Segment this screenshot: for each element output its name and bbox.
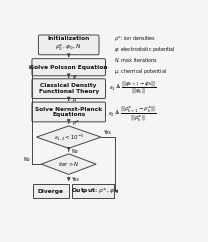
FancyBboxPatch shape: [32, 102, 105, 122]
Polygon shape: [41, 154, 96, 174]
Text: Output: $\rho^{\pm}, \varphi$: Output: $\rho^{\pm}, \varphi$: [71, 186, 115, 196]
Text: $\mu$: $\mu$: [72, 96, 77, 104]
Text: $iter > N$: $iter > N$: [58, 160, 79, 168]
Text: $\rho^{\pm}$: ion densities: $\rho^{\pm}$: ion densities: [114, 34, 156, 44]
FancyBboxPatch shape: [32, 59, 105, 76]
Text: $\varepsilon_2 \triangleq \dfrac{||\rho^{\pm}_{k+1} - \rho^{\pm}_k||}{||\rho^{\p: $\varepsilon_2 \triangleq \dfrac{||\rho^…: [108, 105, 157, 123]
Text: $\varphi$: electrostatic potential: $\varphi$: electrostatic potential: [114, 45, 175, 54]
Text: No: No: [23, 157, 30, 162]
Text: $\varepsilon_1 \triangleq \dfrac{||\varphi_{k+1} - \varphi_k||}{||\varphi_k||}$: $\varepsilon_1 \triangleq \dfrac{||\varp…: [109, 79, 156, 96]
Text: $\varphi$: $\varphi$: [72, 73, 77, 81]
Text: $N$: max iterations: $N$: max iterations: [114, 56, 158, 64]
Text: Yes: Yes: [103, 130, 110, 135]
Text: $\mu$: chemical potential: $\mu$: chemical potential: [114, 67, 167, 76]
Text: Classical Density
Functional Theory: Classical Density Functional Theory: [39, 83, 99, 94]
Text: Diverge: Diverge: [38, 189, 64, 194]
Bar: [72, 184, 114, 198]
Bar: [33, 184, 69, 198]
Text: Solve Poisson Equation: Solve Poisson Equation: [30, 65, 108, 70]
Text: Yes: Yes: [71, 177, 79, 182]
FancyBboxPatch shape: [32, 79, 105, 98]
Text: No: No: [71, 149, 78, 154]
Text: $\varepsilon_{1,2} < 10^{-5}$: $\varepsilon_{1,2} < 10^{-5}$: [53, 132, 84, 142]
Text: Initialization
$\rho_0^{\pm}, \varphi_0, N$: Initialization $\rho_0^{\pm}, \varphi_0,…: [48, 37, 90, 53]
Text: $\rho^{\pm}$: $\rho^{\pm}$: [72, 118, 80, 128]
Text: Solve Nernst-Planck
Equations: Solve Nernst-Planck Equations: [35, 106, 102, 117]
FancyBboxPatch shape: [38, 35, 99, 55]
Polygon shape: [36, 126, 101, 148]
